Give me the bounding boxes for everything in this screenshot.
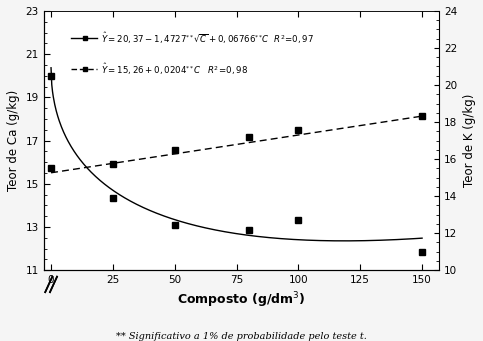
X-axis label: Composto (g/dm$^3$): Composto (g/dm$^3$) <box>177 291 306 310</box>
Text: $\hat{Y}=20,37-1,4727^{**}\!\sqrt{C}+0,06766^{**}\!C$  $R^2\!=\!0,97$: $\hat{Y}=20,37-1,4727^{**}\!\sqrt{C}+0,0… <box>101 30 314 46</box>
Text: $\hat{Y}=15,26+0,0204^{**}\!C$   $R^2\!=\!0,98$: $\hat{Y}=15,26+0,0204^{**}\!C$ $R^2\!=\!… <box>101 61 248 77</box>
Y-axis label: Teor de Ca (g/kg): Teor de Ca (g/kg) <box>7 90 20 191</box>
Y-axis label: Teor de K (g/kg): Teor de K (g/kg) <box>463 94 476 187</box>
Text: ** Significativo a 1% de probabilidade pelo teste t.: ** Significativo a 1% de probabilidade p… <box>116 332 367 341</box>
